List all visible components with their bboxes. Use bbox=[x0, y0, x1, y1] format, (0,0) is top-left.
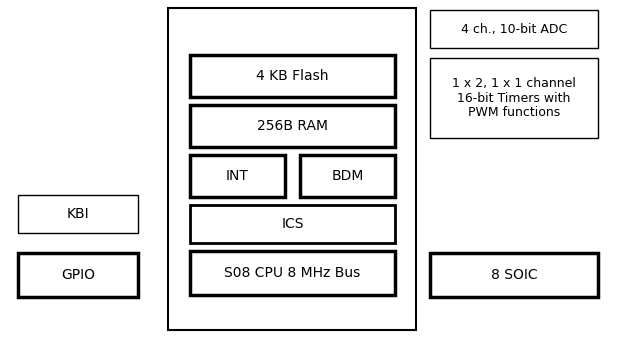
Text: S08 CPU 8 MHz Bus: S08 CPU 8 MHz Bus bbox=[224, 266, 361, 280]
Text: BDM: BDM bbox=[331, 169, 364, 183]
Text: 4 ch., 10-bit ADC: 4 ch., 10-bit ADC bbox=[461, 23, 567, 35]
Bar bbox=[190, 205, 395, 243]
Bar bbox=[190, 55, 395, 97]
Bar bbox=[190, 105, 395, 147]
Bar bbox=[168, 8, 416, 330]
Text: 256B RAM: 256B RAM bbox=[257, 119, 328, 133]
Bar bbox=[190, 155, 285, 197]
Text: 1 x 2, 1 x 1 channel
16-bit Timers with
PWM functions: 1 x 2, 1 x 1 channel 16-bit Timers with … bbox=[452, 76, 576, 119]
Text: 8 SOIC: 8 SOIC bbox=[490, 268, 538, 282]
Text: GPIO: GPIO bbox=[61, 268, 95, 282]
Bar bbox=[18, 253, 138, 297]
Bar bbox=[18, 195, 138, 233]
Bar bbox=[430, 58, 598, 138]
Bar bbox=[300, 155, 395, 197]
Text: 4 KB Flash: 4 KB Flash bbox=[256, 69, 329, 83]
Text: ICS: ICS bbox=[281, 217, 304, 231]
Text: KBI: KBI bbox=[67, 207, 89, 221]
Bar bbox=[190, 251, 395, 295]
Bar bbox=[430, 253, 598, 297]
Bar bbox=[430, 10, 598, 48]
Text: INT: INT bbox=[226, 169, 249, 183]
